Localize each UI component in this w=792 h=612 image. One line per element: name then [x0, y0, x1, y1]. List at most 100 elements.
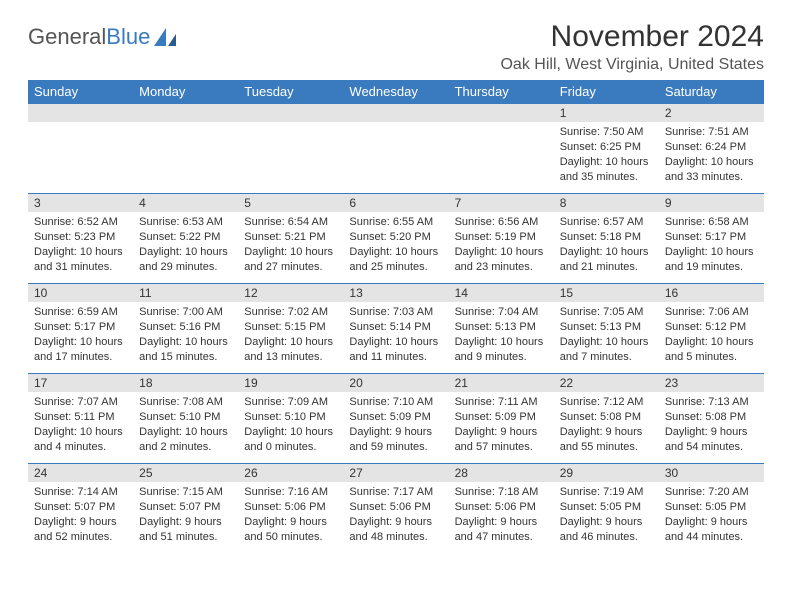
- logo-text-blue: Blue: [106, 24, 150, 50]
- day-line: Sunrise: 7:11 AM: [455, 395, 548, 410]
- day-line: and 27 minutes.: [244, 260, 337, 275]
- day-line: Daylight: 10 hours: [665, 245, 758, 260]
- day-line: Sunrise: 7:50 AM: [560, 125, 653, 140]
- day-line: Sunrise: 7:51 AM: [665, 125, 758, 140]
- calendar-cell: 19Sunrise: 7:09 AMSunset: 5:10 PMDayligh…: [238, 374, 343, 464]
- day-line: Sunrise: 7:13 AM: [665, 395, 758, 410]
- day-line: Daylight: 9 hours: [244, 515, 337, 530]
- day-number: 19: [238, 374, 343, 392]
- day-line: and 0 minutes.: [244, 440, 337, 455]
- day-line: Daylight: 9 hours: [665, 515, 758, 530]
- day-line: Sunset: 5:11 PM: [34, 410, 127, 425]
- calendar-cell: 8Sunrise: 6:57 AMSunset: 5:18 PMDaylight…: [554, 194, 659, 284]
- day-body: [238, 122, 343, 182]
- day-number: 10: [28, 284, 133, 302]
- calendar-cell: [238, 104, 343, 194]
- calendar-cell: 2Sunrise: 7:51 AMSunset: 6:24 PMDaylight…: [659, 104, 764, 194]
- day-body: Sunrise: 6:56 AMSunset: 5:19 PMDaylight:…: [449, 212, 554, 278]
- day-line: and 52 minutes.: [34, 530, 127, 545]
- day-line: and 25 minutes.: [349, 260, 442, 275]
- day-body: [343, 122, 448, 182]
- day-line: Daylight: 9 hours: [349, 425, 442, 440]
- day-line: and 47 minutes.: [455, 530, 548, 545]
- day-number: [343, 104, 448, 122]
- day-line: and 51 minutes.: [139, 530, 232, 545]
- day-body: [28, 122, 133, 182]
- day-number: [238, 104, 343, 122]
- calendar-cell: 11Sunrise: 7:00 AMSunset: 5:16 PMDayligh…: [133, 284, 238, 374]
- day-line: Sunrise: 6:52 AM: [34, 215, 127, 230]
- day-line: Daylight: 10 hours: [560, 245, 653, 260]
- day-line: Sunset: 5:12 PM: [665, 320, 758, 335]
- day-line: Daylight: 9 hours: [34, 515, 127, 530]
- day-body: Sunrise: 7:06 AMSunset: 5:12 PMDaylight:…: [659, 302, 764, 368]
- day-line: Daylight: 10 hours: [560, 155, 653, 170]
- calendar-cell: 10Sunrise: 6:59 AMSunset: 5:17 PMDayligh…: [28, 284, 133, 374]
- day-header: Saturday: [659, 80, 764, 104]
- day-body: [449, 122, 554, 182]
- day-header-row: SundayMondayTuesdayWednesdayThursdayFrid…: [28, 80, 764, 104]
- title-block: November 2024 Oak Hill, West Virginia, U…: [500, 20, 764, 74]
- day-body: Sunrise: 7:04 AMSunset: 5:13 PMDaylight:…: [449, 302, 554, 368]
- calendar-cell: 18Sunrise: 7:08 AMSunset: 5:10 PMDayligh…: [133, 374, 238, 464]
- day-line: Sunset: 5:05 PM: [560, 500, 653, 515]
- day-line: Sunset: 6:25 PM: [560, 140, 653, 155]
- calendar-week: 17Sunrise: 7:07 AMSunset: 5:11 PMDayligh…: [28, 374, 764, 464]
- day-line: Daylight: 10 hours: [349, 245, 442, 260]
- day-number: 22: [554, 374, 659, 392]
- day-line: and 7 minutes.: [560, 350, 653, 365]
- day-line: Sunset: 5:07 PM: [139, 500, 232, 515]
- calendar-week: 1Sunrise: 7:50 AMSunset: 6:25 PMDaylight…: [28, 104, 764, 194]
- day-body: Sunrise: 7:20 AMSunset: 5:05 PMDaylight:…: [659, 482, 764, 548]
- day-body: Sunrise: 7:02 AMSunset: 5:15 PMDaylight:…: [238, 302, 343, 368]
- calendar-cell: 24Sunrise: 7:14 AMSunset: 5:07 PMDayligh…: [28, 464, 133, 554]
- day-body: Sunrise: 7:05 AMSunset: 5:13 PMDaylight:…: [554, 302, 659, 368]
- day-number: [28, 104, 133, 122]
- day-line: Sunset: 5:08 PM: [665, 410, 758, 425]
- day-number: 5: [238, 194, 343, 212]
- day-body: Sunrise: 7:51 AMSunset: 6:24 PMDaylight:…: [659, 122, 764, 188]
- day-number: [449, 104, 554, 122]
- calendar-table: SundayMondayTuesdayWednesdayThursdayFrid…: [28, 80, 764, 554]
- day-line: and 17 minutes.: [34, 350, 127, 365]
- day-line: and 54 minutes.: [665, 440, 758, 455]
- day-line: Sunrise: 7:16 AM: [244, 485, 337, 500]
- day-line: Sunrise: 7:18 AM: [455, 485, 548, 500]
- calendar-week: 3Sunrise: 6:52 AMSunset: 5:23 PMDaylight…: [28, 194, 764, 284]
- day-line: Daylight: 9 hours: [455, 515, 548, 530]
- day-line: Daylight: 10 hours: [244, 245, 337, 260]
- day-body: Sunrise: 7:50 AMSunset: 6:25 PMDaylight:…: [554, 122, 659, 188]
- day-line: Sunset: 5:21 PM: [244, 230, 337, 245]
- day-body: Sunrise: 7:11 AMSunset: 5:09 PMDaylight:…: [449, 392, 554, 458]
- logo-sail-icon: [152, 26, 178, 48]
- day-number: 7: [449, 194, 554, 212]
- calendar-cell: 15Sunrise: 7:05 AMSunset: 5:13 PMDayligh…: [554, 284, 659, 374]
- day-line: Sunset: 5:15 PM: [244, 320, 337, 335]
- day-line: Daylight: 9 hours: [349, 515, 442, 530]
- day-line: Sunrise: 6:58 AM: [665, 215, 758, 230]
- day-number: 14: [449, 284, 554, 302]
- calendar-cell: [28, 104, 133, 194]
- day-line: Daylight: 10 hours: [244, 425, 337, 440]
- calendar-cell: 26Sunrise: 7:16 AMSunset: 5:06 PMDayligh…: [238, 464, 343, 554]
- day-line: Sunrise: 7:10 AM: [349, 395, 442, 410]
- day-body: Sunrise: 7:00 AMSunset: 5:16 PMDaylight:…: [133, 302, 238, 368]
- calendar-cell: 30Sunrise: 7:20 AMSunset: 5:05 PMDayligh…: [659, 464, 764, 554]
- day-line: Sunrise: 7:04 AM: [455, 305, 548, 320]
- day-line: Sunset: 5:06 PM: [244, 500, 337, 515]
- calendar-cell: 14Sunrise: 7:04 AMSunset: 5:13 PMDayligh…: [449, 284, 554, 374]
- day-line: Daylight: 10 hours: [139, 245, 232, 260]
- day-line: Sunrise: 7:07 AM: [34, 395, 127, 410]
- day-number: 3: [28, 194, 133, 212]
- calendar-cell: 27Sunrise: 7:17 AMSunset: 5:06 PMDayligh…: [343, 464, 448, 554]
- day-line: Sunset: 5:09 PM: [455, 410, 548, 425]
- day-line: and 29 minutes.: [139, 260, 232, 275]
- day-header: Sunday: [28, 80, 133, 104]
- calendar-cell: 16Sunrise: 7:06 AMSunset: 5:12 PMDayligh…: [659, 284, 764, 374]
- day-line: Sunset: 6:24 PM: [665, 140, 758, 155]
- day-line: Sunrise: 7:05 AM: [560, 305, 653, 320]
- day-number: 16: [659, 284, 764, 302]
- day-header: Monday: [133, 80, 238, 104]
- day-line: Sunset: 5:13 PM: [560, 320, 653, 335]
- day-number: [133, 104, 238, 122]
